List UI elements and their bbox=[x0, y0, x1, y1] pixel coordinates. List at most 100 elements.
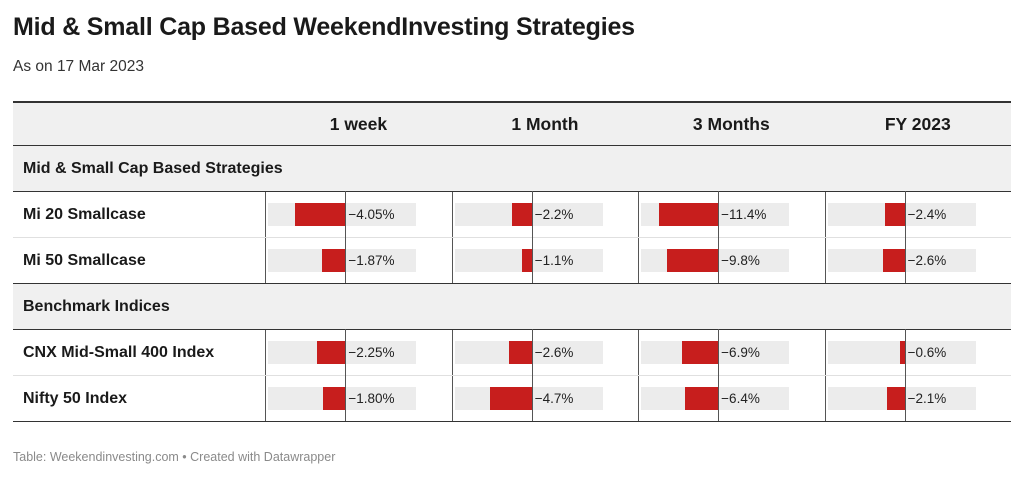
cell-fy-2023: −2.1% bbox=[824, 375, 1011, 421]
bar-track: −6.9% bbox=[641, 329, 790, 375]
chart-title: Mid & Small Cap Based WeekendInvesting S… bbox=[13, 13, 635, 41]
bar-track: −2.6% bbox=[454, 329, 603, 375]
group-header-benchmark-indices: Benchmark Indices bbox=[13, 284, 1011, 330]
value-label: −2.4% bbox=[907, 207, 947, 222]
value-label: −4.7% bbox=[534, 391, 574, 406]
value-bar bbox=[659, 203, 719, 226]
table-header: 1 week 1 Month 3 Months FY 2023 bbox=[13, 101, 1011, 146]
cell-fy-2023: −2.4% bbox=[824, 191, 1011, 237]
bar-track: −1.1% bbox=[454, 237, 603, 283]
cell-1-month: −4.7% bbox=[451, 375, 638, 421]
returns-table: 1 week 1 Month 3 Months FY 2023 Mid & Sm… bbox=[13, 101, 1011, 422]
bar-track: −11.4% bbox=[641, 191, 790, 237]
cell-3-months: −6.4% bbox=[638, 375, 824, 421]
cell-1-week: −1.80% bbox=[265, 375, 451, 421]
zero-line bbox=[531, 375, 533, 421]
column-header-1-month: 1 Month bbox=[511, 113, 579, 134]
column-header-fy-2023: FY 2023 bbox=[884, 113, 951, 134]
header-label-column bbox=[13, 103, 265, 145]
bar-track: −0.6% bbox=[827, 329, 976, 375]
zero-line bbox=[904, 237, 906, 283]
cell-1-month: −2.6% bbox=[451, 329, 638, 375]
column-header-3-months: 3 Months bbox=[692, 113, 770, 134]
zero-line bbox=[718, 191, 720, 237]
cell-1-week: −4.05% bbox=[265, 191, 451, 237]
value-bar bbox=[899, 341, 905, 364]
value-label: −1.1% bbox=[534, 253, 574, 268]
value-bar bbox=[682, 341, 719, 364]
cell-1-week: −1.87% bbox=[265, 237, 451, 283]
bar-track: −2.1% bbox=[827, 375, 976, 421]
value-label: −2.6% bbox=[534, 345, 574, 360]
value-label: −2.25% bbox=[348, 345, 395, 360]
value-bar bbox=[522, 249, 532, 272]
bar-track: −4.7% bbox=[454, 375, 603, 421]
value-label: −9.8% bbox=[721, 253, 760, 268]
zero-line bbox=[531, 329, 533, 375]
zero-line bbox=[718, 329, 720, 375]
value-label: −2.6% bbox=[907, 253, 947, 268]
row-label: Mi 20 Smallcase bbox=[23, 205, 146, 223]
bar-track: −2.2% bbox=[454, 191, 603, 237]
zero-line bbox=[345, 329, 347, 375]
value-label: −6.9% bbox=[721, 345, 760, 360]
value-label: −0.6% bbox=[907, 345, 947, 360]
cell-1-month: −2.2% bbox=[451, 191, 638, 237]
value-label: −4.05% bbox=[348, 207, 395, 222]
table-row-mi-50-smallcase: Mi 50 Smallcase −1.87% −1.1% −9.8% −2.6% bbox=[13, 237, 1011, 284]
cell-3-months: −11.4% bbox=[638, 191, 824, 237]
column-header-1-week: 1 week bbox=[329, 113, 388, 134]
bar-track: −1.87% bbox=[268, 237, 417, 283]
value-label: −2.1% bbox=[907, 391, 947, 406]
row-label: Nifty 50 Index bbox=[23, 389, 128, 407]
value-bar bbox=[667, 249, 719, 272]
value-bar bbox=[317, 341, 346, 364]
bar-track: −4.05% bbox=[268, 191, 417, 237]
value-label: −1.87% bbox=[348, 253, 395, 268]
bar-track: −9.8% bbox=[641, 237, 790, 283]
table-row-nifty-50-index: Nifty 50 Index −1.80% −4.7% −6.4% −2.1% bbox=[13, 375, 1011, 422]
zero-line bbox=[345, 191, 347, 237]
zero-line bbox=[718, 237, 720, 283]
value-bar bbox=[294, 203, 346, 226]
table-row-cnx-mid-small-400-index: CNX Mid-Small 400 Index −2.25% −2.6% −6.9% −… bbox=[13, 329, 1011, 376]
table-row-mi-20-smallcase: Mi 20 Smallcase −4.05% −2.2% −11.4% −2.4% bbox=[13, 191, 1011, 238]
table-footer: Table: Weekendinvesting.com • Created wi… bbox=[13, 450, 336, 464]
value-bar bbox=[512, 203, 532, 226]
value-bar bbox=[321, 249, 346, 272]
zero-line bbox=[345, 375, 347, 421]
value-bar bbox=[490, 387, 532, 410]
cell-1-month: −1.1% bbox=[451, 237, 638, 283]
value-label: −11.4% bbox=[721, 207, 767, 222]
group-header-mid-small-cap-based-strategies: Mid & Small Cap Based Strategies bbox=[13, 146, 1011, 192]
zero-line bbox=[718, 375, 720, 421]
value-label: −2.2% bbox=[534, 207, 574, 222]
bar-track: −2.25% bbox=[268, 329, 417, 375]
table-body: Mid & Small Cap Based Strategies Mi 20 Sm… bbox=[13, 146, 1011, 422]
row-label: Mi 50 Smallcase bbox=[23, 251, 146, 269]
value-bar bbox=[887, 387, 905, 410]
bar-track: −6.4% bbox=[641, 375, 790, 421]
value-bar bbox=[322, 387, 346, 410]
zero-line bbox=[904, 191, 906, 237]
chart-subtitle: As on 17 Mar 2023 bbox=[13, 58, 144, 75]
value-bar bbox=[884, 203, 905, 226]
value-label: −6.4% bbox=[721, 391, 760, 406]
row-label: CNX Mid-Small 400 Index bbox=[23, 343, 215, 361]
zero-line bbox=[345, 237, 347, 283]
zero-line bbox=[904, 375, 906, 421]
cell-3-months: −9.8% bbox=[638, 237, 824, 283]
value-label: −1.80% bbox=[348, 391, 395, 406]
cell-1-week: −2.25% bbox=[265, 329, 451, 375]
cell-fy-2023: −0.6% bbox=[824, 329, 1011, 375]
bar-track: −1.80% bbox=[268, 375, 417, 421]
zero-line bbox=[531, 237, 533, 283]
cell-3-months: −6.9% bbox=[638, 329, 824, 375]
value-bar bbox=[508, 341, 532, 364]
bar-track: −2.6% bbox=[827, 237, 976, 283]
zero-line bbox=[531, 191, 533, 237]
value-bar bbox=[882, 249, 905, 272]
cell-fy-2023: −2.6% bbox=[824, 237, 1011, 283]
bar-track: −2.4% bbox=[827, 191, 976, 237]
value-bar bbox=[685, 387, 719, 410]
